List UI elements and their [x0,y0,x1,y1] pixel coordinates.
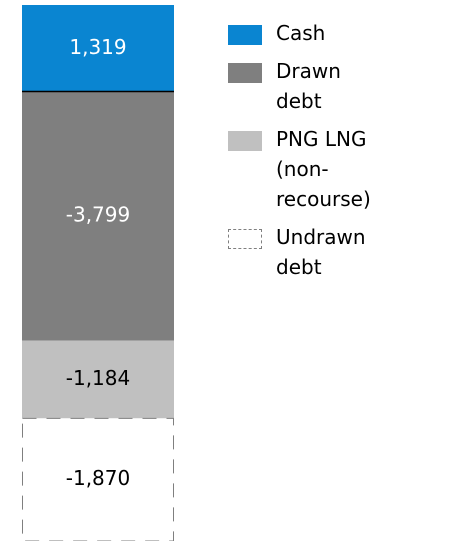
data-label: -1,184 [66,366,130,390]
bar-segment [22,5,174,92]
legend-item: Drawn debt [228,59,376,116]
bar-segment [22,91,174,341]
legend-item: Undrawn debt [228,225,376,282]
legend-label: PNG LNG (non-recourse) [276,127,371,211]
legend-swatch [228,229,262,249]
legend-label: Cash [276,21,326,45]
legend-item: Cash [228,21,376,48]
legend-swatch [228,25,262,45]
legend-label: Drawn debt [276,59,341,113]
bar-segment [22,340,174,419]
data-label: -1,870 [66,466,130,490]
bar-segment [22,417,174,541]
data-label: 1,319 [69,35,126,59]
legend-swatch [228,63,262,83]
data-label: -3,799 [66,203,130,227]
legend: Cash Drawn debt PNG LNG (non-recourse) Undr… [228,21,376,282]
legend-swatch [228,131,262,151]
legend-label: Undrawn debt [276,225,366,279]
legend-item: PNG LNG (non-recourse) [228,127,376,214]
